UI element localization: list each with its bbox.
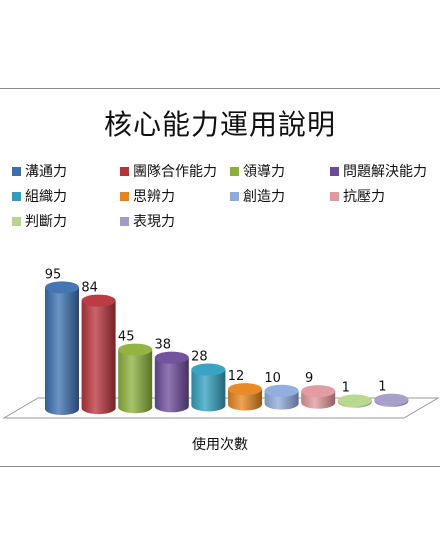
legend-item: 團隊合作能力 — [120, 160, 217, 182]
data-label: 10 — [264, 371, 281, 386]
data-label: 84 — [81, 281, 98, 296]
data-label: 38 — [155, 338, 172, 353]
legend-item: 創造力 — [230, 185, 285, 207]
legend-label: 抗壓力 — [343, 189, 385, 205]
bar-top — [118, 343, 153, 356]
legend-swatch — [230, 166, 239, 176]
legend-swatch — [120, 216, 129, 226]
bar-body — [191, 369, 226, 412]
bar-top — [264, 384, 299, 397]
chart-bar — [374, 393, 409, 407]
bar-top — [301, 385, 336, 398]
bar-top — [81, 294, 116, 307]
data-label: 12 — [228, 369, 245, 384]
legend-item: 組織力 — [12, 185, 67, 207]
legend-item: 判斷力 — [12, 210, 67, 232]
bar-top — [191, 363, 226, 376]
legend-label: 溝通力 — [25, 164, 67, 180]
data-label: 95 — [45, 267, 62, 282]
legend-item: 領導力 — [230, 160, 285, 182]
chart-bar — [228, 383, 262, 411]
chart-bar — [264, 384, 299, 410]
x-axis-label: 使用次數 — [192, 437, 248, 453]
chart-bar — [337, 394, 372, 408]
legend-item: 問題解決能力 — [330, 160, 427, 182]
legend-label: 表現力 — [133, 214, 175, 230]
legend-label: 團隊合作能力 — [133, 164, 217, 180]
legend-swatch — [12, 166, 21, 176]
chart-legend: 溝通力 團隊合作能力 領導力 問題解決能力組織力 思辨力 創造力 抗壓力判斷力 表現力 — [12, 160, 440, 260]
legend-label: 判斷力 — [25, 214, 67, 230]
legend-item: 抗壓力 — [330, 185, 385, 207]
legend-label: 問題解決能力 — [343, 164, 427, 180]
data-label: 9 — [305, 371, 313, 386]
data-label: 1 — [378, 380, 386, 395]
bar-top — [154, 351, 189, 364]
legend-label: 創造力 — [243, 189, 285, 205]
data-label: 1 — [342, 381, 350, 396]
legend-swatch — [12, 191, 21, 201]
bar-top — [374, 393, 409, 406]
legend-swatch — [330, 166, 339, 176]
legend-item: 表現力 — [120, 210, 175, 232]
chart-bar — [154, 351, 189, 413]
legend-swatch — [120, 166, 129, 176]
chart-bar — [191, 363, 226, 412]
frame-top-border — [0, 88, 440, 89]
bar-top — [45, 281, 79, 294]
legend-label: 思辨力 — [133, 189, 175, 205]
chart-bar — [81, 294, 116, 415]
chart-bar — [301, 385, 336, 409]
bar-body — [45, 287, 79, 415]
chart-title: 核心能力運用說明 — [103, 108, 336, 141]
bar-body — [118, 349, 153, 414]
bar-body — [228, 389, 262, 411]
legend-swatch — [330, 191, 339, 201]
chart-bar — [45, 281, 79, 415]
chart-plot-area: 95 84 45 38 28 12 10 9 1 1 — [2, 267, 440, 419]
legend-label: 領導力 — [243, 164, 285, 180]
bar-top — [337, 394, 372, 407]
bar-top — [228, 383, 262, 396]
legend-swatch — [120, 191, 129, 201]
bar-body — [154, 357, 189, 413]
data-label: 28 — [191, 350, 208, 365]
legend-label: 組織力 — [25, 189, 67, 205]
chart-bar — [118, 343, 153, 414]
data-label: 45 — [118, 330, 135, 345]
legend-item: 溝通力 — [12, 160, 67, 182]
frame-bottom-border — [0, 466, 440, 467]
legend-item: 思辨力 — [120, 185, 175, 207]
bar-body — [81, 300, 116, 415]
legend-swatch — [12, 216, 21, 226]
legend-swatch — [230, 191, 239, 201]
